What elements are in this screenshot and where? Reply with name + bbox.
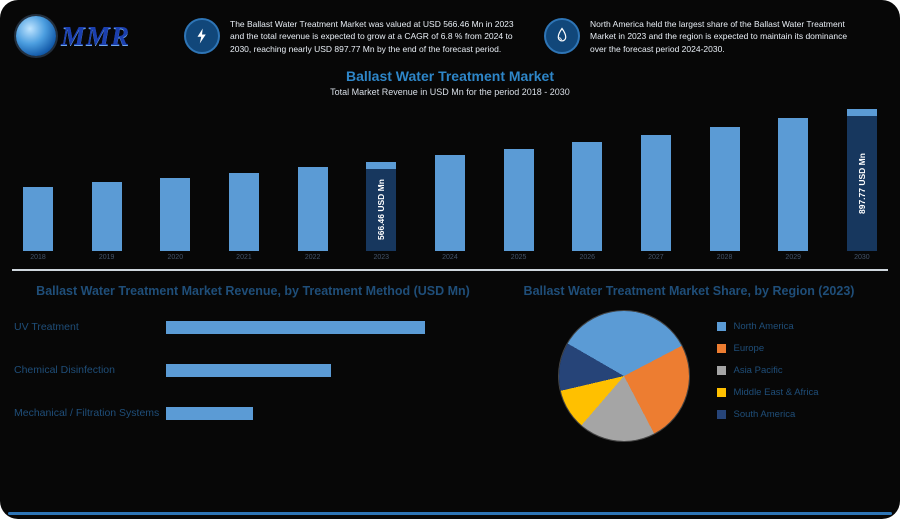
revenue-bar-chart: 2018 2019 2020 2021 2022 566.46 USD Mn 2023 202… bbox=[20, 109, 880, 261]
revenue-bar bbox=[23, 187, 53, 251]
section-divider bbox=[12, 269, 888, 271]
bar-column: 2022 bbox=[295, 167, 331, 261]
bar-year-label: 2025 bbox=[510, 254, 527, 261]
mmr-logo: MMR bbox=[16, 16, 168, 56]
segment-label: Mechanical / Filtration Systems bbox=[14, 407, 160, 420]
bar-column: 566.46 USD Mn 2023 bbox=[363, 162, 399, 261]
bar-column: 2025 bbox=[501, 149, 537, 261]
segment-bar bbox=[166, 407, 253, 421]
segment-bar-section: Ballast Water Treatment Market Revenue, … bbox=[14, 275, 492, 450]
region-pie-chart bbox=[559, 311, 690, 442]
bar-column: 2027 bbox=[638, 135, 674, 261]
revenue-bar: 566.46 USD Mn bbox=[366, 162, 397, 251]
pie-wrap: North America Europe Asia Pacific Middle Ea… bbox=[492, 311, 886, 442]
dominant-region-bullet: North America held the largest share of … bbox=[544, 18, 858, 55]
bar-year-label: 2021 bbox=[236, 254, 252, 261]
revenue-bar bbox=[640, 135, 671, 251]
bar-year-label: 2026 bbox=[579, 254, 596, 261]
revenue-bar bbox=[503, 149, 534, 251]
segment-label: Chemical Disinfection bbox=[14, 364, 115, 377]
segment-bar-chart: UV Treatment Chemical Disinfection Mechani… bbox=[14, 321, 492, 421]
legend-swatch bbox=[717, 322, 727, 332]
chart-subtitle: Total Market Revenue in USD Mn for the p… bbox=[330, 87, 570, 97]
bar-year-label: 2028 bbox=[716, 254, 733, 261]
revenue-bar: 897.77 USD Mn bbox=[846, 109, 877, 251]
legend-label: South America bbox=[733, 409, 796, 421]
droplet-icon bbox=[544, 18, 580, 54]
legend-label: Europe bbox=[733, 343, 765, 355]
main-chart-section: Ballast Water Treatment Market Total Mar… bbox=[0, 68, 900, 261]
bar-year-label: 2019 bbox=[98, 254, 115, 261]
segment-row: Mechanical / Filtration Systems bbox=[14, 407, 492, 421]
bottom-sections: Ballast Water Treatment Market Revenue, … bbox=[0, 275, 900, 450]
revenue-bar bbox=[434, 155, 465, 251]
segment-row: Chemical Disinfection bbox=[14, 364, 492, 378]
bar-column: 2028 bbox=[707, 127, 743, 261]
segment-bar bbox=[166, 364, 331, 378]
segment-label: UV Treatment bbox=[14, 321, 79, 334]
bar-year-label: 2027 bbox=[648, 254, 664, 261]
bar-year-label: 2018 bbox=[30, 254, 46, 261]
dominant-region-text: North America held the largest share of … bbox=[590, 19, 848, 54]
bar-column: 2021 bbox=[226, 173, 262, 261]
legend-swatch bbox=[717, 344, 727, 354]
revenue-bar bbox=[297, 167, 328, 251]
revenue-bar bbox=[160, 178, 191, 251]
bar-column: 897.77 USD Mn 2030 bbox=[844, 109, 880, 261]
logo-text: MMR bbox=[61, 20, 131, 51]
bar-value-label: 566.46 USD Mn bbox=[366, 169, 397, 251]
bar-year-label: 2024 bbox=[442, 254, 458, 261]
bar-column: 2020 bbox=[157, 178, 193, 261]
region-chart-title: Ballast Water Treatment Market Share, by… bbox=[523, 284, 855, 298]
bar-year-label: 2030 bbox=[854, 254, 870, 261]
segment-chart-title: Ballast Water Treatment Market Revenue, … bbox=[36, 284, 470, 298]
legend-item: Europe bbox=[717, 343, 818, 354]
legend-swatch bbox=[717, 410, 727, 420]
region-pie-section: Ballast Water Treatment Market Share, by… bbox=[492, 275, 886, 450]
legend-swatch bbox=[717, 366, 727, 376]
bar-year-label: 2029 bbox=[785, 254, 801, 261]
globe-logo-icon bbox=[16, 16, 56, 56]
revenue-bar bbox=[91, 182, 122, 251]
legend-item: South America bbox=[717, 409, 818, 420]
bar-column: 2019 bbox=[89, 182, 125, 261]
bar-year-label: 2022 bbox=[304, 254, 321, 261]
bar-column: 2026 bbox=[569, 142, 605, 261]
legend-label: Middle East & Africa bbox=[733, 387, 819, 399]
segment-row: UV Treatment bbox=[14, 321, 492, 335]
legend-label: North America bbox=[733, 321, 794, 333]
revenue-bar bbox=[709, 127, 740, 251]
chart-title: Ballast Water Treatment Market bbox=[346, 68, 554, 84]
market-value-bullet: The Ballast Water Treatment Market was v… bbox=[184, 18, 528, 55]
market-value-text: The Ballast Water Treatment Market was v… bbox=[230, 19, 514, 54]
revenue-bar bbox=[228, 173, 259, 251]
revenue-bar bbox=[778, 118, 809, 251]
legend-item: North America bbox=[717, 321, 818, 332]
bar-year-label: 2020 bbox=[167, 254, 184, 261]
legend-item: Asia Pacific bbox=[717, 365, 818, 376]
legend-label: Asia Pacific bbox=[733, 365, 783, 377]
bar-column: 2024 bbox=[432, 155, 468, 261]
lightning-icon bbox=[184, 18, 220, 54]
bar-value-label: 897.77 USD Mn bbox=[846, 116, 877, 251]
pie-legend: North America Europe Asia Pacific Middle Ea… bbox=[717, 321, 819, 431]
top-bar: MMR The Ballast Water Treatment Market w… bbox=[0, 0, 900, 56]
bar-column: 2029 bbox=[775, 118, 811, 261]
legend-item: Middle East & Africa bbox=[717, 387, 819, 399]
segment-bar bbox=[166, 321, 425, 335]
legend-swatch bbox=[717, 388, 727, 398]
bar-year-label: 2023 bbox=[373, 254, 390, 261]
bar-column: 2018 bbox=[20, 187, 56, 261]
revenue-bar bbox=[572, 142, 603, 251]
